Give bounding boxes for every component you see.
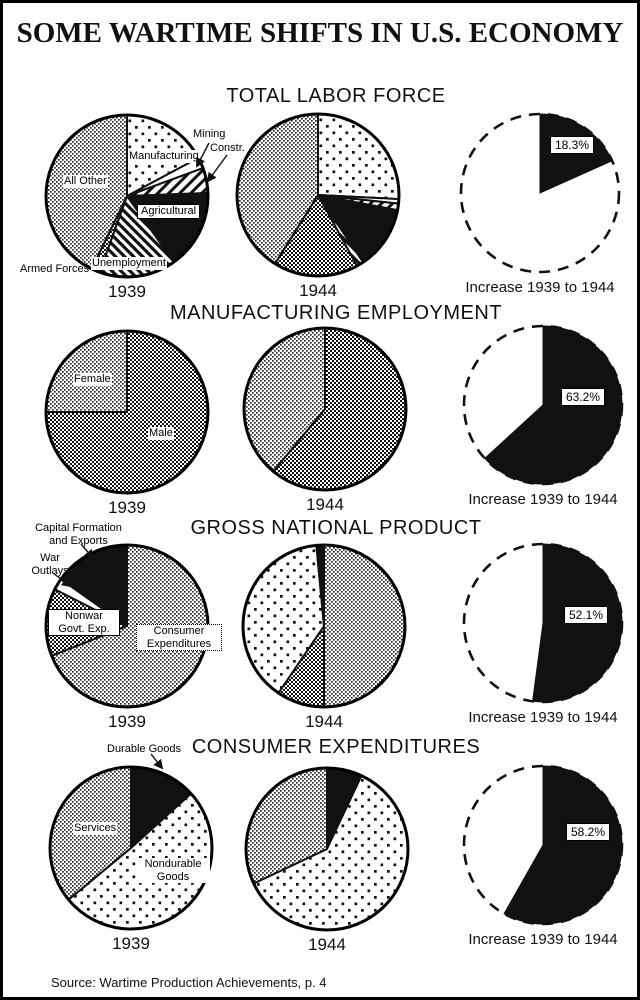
pie-svg-total-labor-force-1944: [235, 112, 401, 278]
pie-slice-manufacturing: [317, 113, 400, 201]
pie-outline: [242, 326, 408, 492]
increase-pie-total-labor-force: Increase 1939 to 1944: [455, 108, 625, 298]
pie-year-caption: 1944: [306, 495, 344, 514]
pie-gross-national-product-1944: 1944: [239, 541, 409, 731]
pie-outline: [48, 765, 214, 931]
pie-slice-consumer-expenditures: [323, 544, 406, 708]
slice-label-nonwar-govt-exp: Nonwar Govt. Exp.: [48, 609, 120, 637]
increase-value-gross-national-product: 52.1%: [564, 606, 609, 624]
increase-pie-consumer-expenditures: Increase 1939 to 1944: [458, 760, 628, 950]
increase-pie-manufacturing-employment: Increase 1939 to 1944: [458, 320, 628, 510]
pie-svg-consumer-expenditures-1944: [244, 766, 410, 932]
pie-year-caption: 1944: [299, 281, 337, 300]
increase-wedge: [484, 325, 623, 485]
slice-label-capital-formation: Capital Formation and Exports: [35, 522, 122, 547]
pie-year-caption: 1939: [108, 712, 146, 731]
pie-consumer-expenditures-1944: 1944: [242, 764, 412, 954]
slice-label-constr: Constr.: [210, 142, 245, 154]
increase-caption: Increase 1939 to 1944: [468, 491, 618, 508]
slice-label-male: Male: [148, 427, 174, 440]
pie-outline: [241, 543, 407, 709]
pie-svg-consumer-expenditures-1939: [48, 765, 214, 931]
increase-svg-consumer-expenditures: [462, 764, 624, 926]
section-title-total-labor-force: TOTAL LABOR FORCE: [226, 85, 446, 107]
increase-value-total-labor-force: 18.3%: [550, 136, 595, 154]
pie-year-caption: 1939: [112, 934, 150, 953]
slice-label-unemployment: Unemployment: [91, 257, 167, 270]
page-title: SOME WARTIME SHIFTS IN U.S. ECONOMY: [16, 17, 624, 49]
increase-caption: Increase 1939 to 1944: [468, 709, 618, 726]
pie-year-caption: 1944: [308, 935, 346, 954]
slice-label-consumer-expenditures: Consumer Expenditures: [136, 624, 222, 652]
slice-label-services: Services: [73, 822, 118, 835]
increase-svg-manufacturing-employment: [462, 324, 624, 486]
slice-label-nondurable-goods: Nondurable Goods: [136, 858, 210, 884]
source-note: Source: Wartime Production Achievements,…: [51, 975, 327, 990]
slice-label-manufacturing: Manufacturing: [128, 150, 200, 163]
section-title-consumer-expenditures: CONSUMER EXPENDITURES: [191, 736, 481, 758]
increase-pie-gross-national-product: Increase 1939 to 1944: [458, 538, 628, 728]
increase-wedge: [503, 765, 623, 925]
pie-manufacturing-employment-1944: 1944: [240, 324, 410, 514]
section-title-manufacturing-employment: MANUFACTURING EMPLOYMENT: [169, 302, 503, 324]
increase-caption: Increase 1939 to 1944: [468, 931, 618, 948]
pie-total-labor-force-1944: 1944: [233, 110, 403, 300]
pie-outline: [44, 329, 210, 495]
pie-year-caption: 1939: [108, 282, 146, 301]
slice-label-female: Female: [73, 373, 112, 386]
slice-label-armed-forces: Armed Forces: [20, 263, 90, 275]
pie-svg-manufacturing-employment-1944: [242, 326, 408, 492]
section-title-gross-national-product: GROSS NATIONAL PRODUCT: [190, 517, 482, 539]
pie-year-caption: 1944: [305, 712, 343, 731]
pie-svg-manufacturing-employment-1939: [44, 329, 210, 495]
slice-label-all-other: All Other: [63, 175, 108, 188]
pie-manufacturing-employment-1939: 1939: [42, 327, 212, 517]
increase-value-consumer-expenditures: 58.2%: [566, 823, 611, 841]
pie-outline: [235, 112, 401, 278]
slice-label-agricultural: Agricultural: [137, 204, 201, 219]
increase-value-manufacturing-employment: 63.2%: [561, 388, 606, 406]
pie-outline: [244, 766, 410, 932]
slice-label-mining: Mining: [193, 128, 226, 140]
pie-svg-gross-national-product-1944: [241, 543, 407, 709]
pie-year-caption: 1939: [108, 498, 146, 517]
increase-svg-total-labor-force: [459, 112, 621, 274]
increase-caption: Increase 1939 to 1944: [465, 279, 615, 296]
slice-label-durable-goods: Durable Goods: [107, 743, 181, 755]
pie-svg-total-labor-force-1939: [44, 113, 210, 279]
pie-outline: [44, 113, 210, 279]
slice-label-war-outlays: War Outlays: [31, 552, 69, 577]
